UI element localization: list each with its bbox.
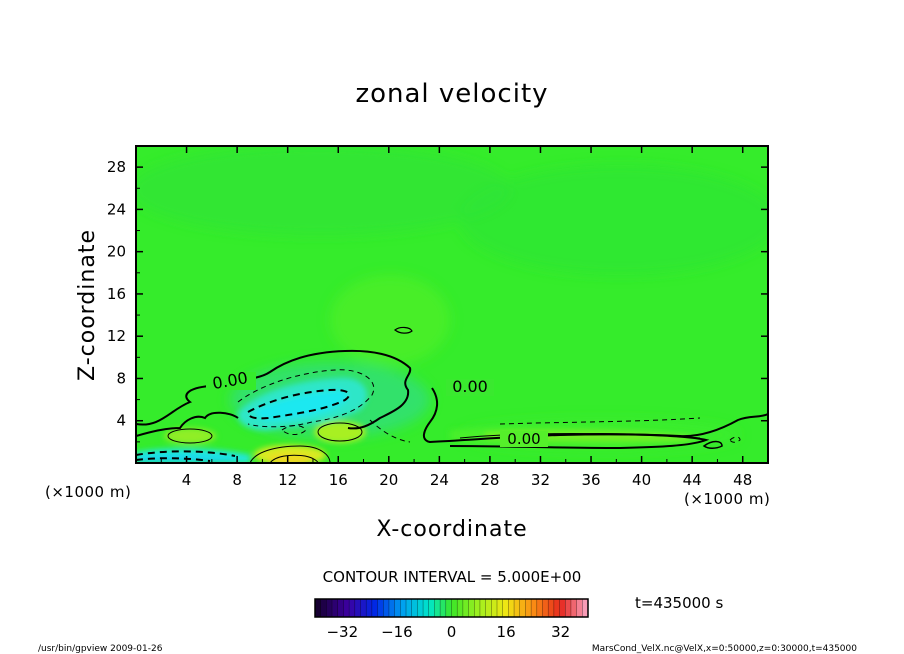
colorbar-cell <box>445 599 452 617</box>
time-label: t=435000 s <box>635 594 723 612</box>
x-axis: 4 8 12 16 20 24 28 32 36 40 44 48 <box>160 146 752 489</box>
y-tick-label: 8 <box>116 369 126 387</box>
x-tick-label: 4 <box>182 471 192 489</box>
x-tick-label: 20 <box>379 471 398 489</box>
colorbar-cell <box>525 599 532 617</box>
y-axis-title: Z-coordinate <box>75 229 100 381</box>
colorbar-cell <box>326 599 333 617</box>
colorbar-cell <box>497 599 503 617</box>
y-tick-label: 4 <box>116 412 126 430</box>
colorbar-cell <box>343 599 350 617</box>
colorbar-cell <box>428 599 435 617</box>
colorbar-cell <box>576 599 583 617</box>
colorbar-cell <box>502 599 509 617</box>
colorbar-tick-label: −32 <box>326 623 358 641</box>
x-tick-label: 44 <box>683 471 702 489</box>
colorbar-cell <box>542 599 549 617</box>
colorbar-cell <box>400 599 407 617</box>
x-tick-label: 8 <box>232 471 242 489</box>
colorbar-cell <box>417 599 424 617</box>
contour-interval-text: CONTOUR INTERVAL = 5.000E+00 <box>323 568 582 586</box>
colorbar-cell <box>354 599 361 617</box>
colorbar-cell <box>548 599 555 617</box>
colorbar-cell <box>565 599 572 617</box>
colorbar-cell <box>536 599 543 617</box>
x-tick-label: 36 <box>581 471 600 489</box>
x-tick-label: 16 <box>329 471 348 489</box>
colorbar-cell <box>315 599 321 617</box>
colorbar-tick-label: 0 <box>447 623 457 641</box>
x-tick-label: 40 <box>632 471 651 489</box>
y-axis: 4 8 12 16 20 24 28 <box>107 158 768 443</box>
colorbar-cell <box>349 599 356 617</box>
plot-area <box>136 146 768 463</box>
colorbar-cell <box>434 599 441 617</box>
colorbar-cell <box>451 599 458 617</box>
colorbar-cell <box>582 599 589 617</box>
y-unit-label: (×1000 m) <box>45 483 131 501</box>
colorbar-cell <box>457 599 464 617</box>
colorbar-cell <box>332 599 339 617</box>
colorbar-cell <box>559 599 566 617</box>
colorbar-tick-label: 16 <box>497 623 516 641</box>
x-tick-label: 24 <box>430 471 449 489</box>
y-tick-label: 28 <box>107 158 126 176</box>
colorbar-cell <box>462 599 469 617</box>
colorbar-cell <box>474 599 481 617</box>
colorbar-cell <box>360 599 367 617</box>
colorbar-cell <box>383 599 390 617</box>
colorbar-cell <box>531 599 538 617</box>
colorbar-tick-label: −16 <box>381 623 413 641</box>
contour-label: 0.00 <box>507 430 540 448</box>
plot-frame <box>135 145 769 464</box>
colorbar-cell <box>519 599 526 617</box>
colorbar-cell <box>440 599 447 617</box>
colorbar-cell <box>406 599 412 617</box>
colorbar-cell <box>468 599 475 617</box>
colorbar-tick-label: 32 <box>551 623 570 641</box>
colorbar-cell <box>394 599 401 617</box>
contour-label: 0.00 <box>452 377 488 396</box>
colorbar-ticks: −32 −16 0 16 32 <box>326 623 570 641</box>
colorbar-cell <box>388 599 395 617</box>
x-axis-title: X-coordinate <box>376 517 527 542</box>
footer-right: MarsCond_VelX.nc@VelX,x=0:50000,z=0:3000… <box>592 644 857 654</box>
y-tick-label: 20 <box>107 243 126 261</box>
colorbar-cell <box>377 599 384 617</box>
colorbar-cell <box>371 599 378 617</box>
colorbar-cell <box>514 599 521 617</box>
x-tick-label: 32 <box>531 471 550 489</box>
colorbar-cell <box>491 599 498 617</box>
colorbar-cell <box>366 599 373 617</box>
colorbar-cell <box>485 599 492 617</box>
x-unit-label: (×1000 m) <box>684 490 770 508</box>
y-tick-label: 12 <box>107 327 126 345</box>
colorbar-cell <box>553 599 560 617</box>
colorbar-frame <box>314 598 589 618</box>
colorbar-cell <box>570 599 577 617</box>
contour-lines <box>136 326 768 463</box>
y-tick-label: 24 <box>107 200 126 218</box>
colorbar-cell <box>411 599 418 617</box>
colorbar-cell <box>508 599 515 617</box>
colorbar-cell <box>337 599 344 617</box>
y-tick-label: 16 <box>107 285 126 303</box>
footer-left: /usr/bin/gpview 2009-01-26 <box>38 644 163 654</box>
colorbar-cell <box>423 599 430 617</box>
colorbar <box>314 599 589 617</box>
x-tick-label: 28 <box>480 471 499 489</box>
x-tick-label: 48 <box>733 471 752 489</box>
x-tick-label: 12 <box>278 471 297 489</box>
chart-title: zonal velocity <box>355 79 548 109</box>
colorbar-cell <box>320 599 327 617</box>
colorbar-cell <box>479 599 486 617</box>
